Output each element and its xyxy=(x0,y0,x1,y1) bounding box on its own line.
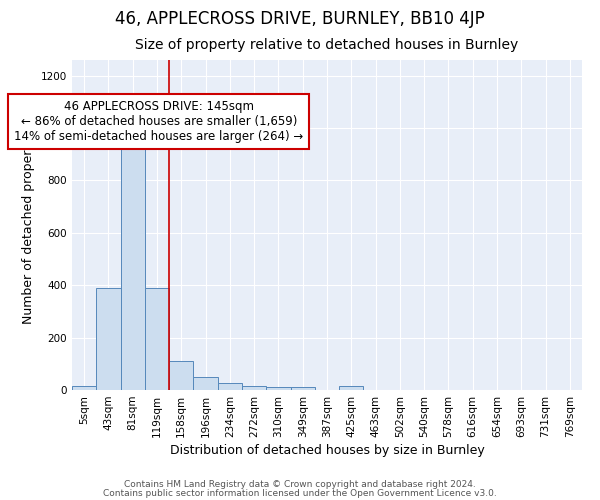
Bar xyxy=(218,384,242,390)
Bar xyxy=(266,388,290,390)
Bar xyxy=(193,377,218,390)
Y-axis label: Number of detached properties: Number of detached properties xyxy=(22,126,35,324)
Bar xyxy=(339,386,364,390)
Bar xyxy=(145,288,169,390)
Bar xyxy=(96,288,121,390)
Text: Contains HM Land Registry data © Crown copyright and database right 2024.: Contains HM Land Registry data © Crown c… xyxy=(124,480,476,489)
Text: 46 APPLECROSS DRIVE: 145sqm
← 86% of detached houses are smaller (1,659)
14% of : 46 APPLECROSS DRIVE: 145sqm ← 86% of det… xyxy=(0,499,1,500)
Bar xyxy=(121,140,145,390)
Bar xyxy=(290,388,315,390)
Text: 46, APPLECROSS DRIVE, BURNLEY, BB10 4JP: 46, APPLECROSS DRIVE, BURNLEY, BB10 4JP xyxy=(115,10,485,28)
Bar xyxy=(169,361,193,390)
X-axis label: Distribution of detached houses by size in Burnley: Distribution of detached houses by size … xyxy=(170,444,484,457)
Text: 46 APPLECROSS DRIVE: 145sqm
← 86% of detached houses are smaller (1,659)
14% of : 46 APPLECROSS DRIVE: 145sqm ← 86% of det… xyxy=(14,100,304,142)
Title: Size of property relative to detached houses in Burnley: Size of property relative to detached ho… xyxy=(136,38,518,52)
Text: Contains public sector information licensed under the Open Government Licence v3: Contains public sector information licen… xyxy=(103,488,497,498)
Bar xyxy=(72,386,96,390)
Bar xyxy=(242,386,266,390)
